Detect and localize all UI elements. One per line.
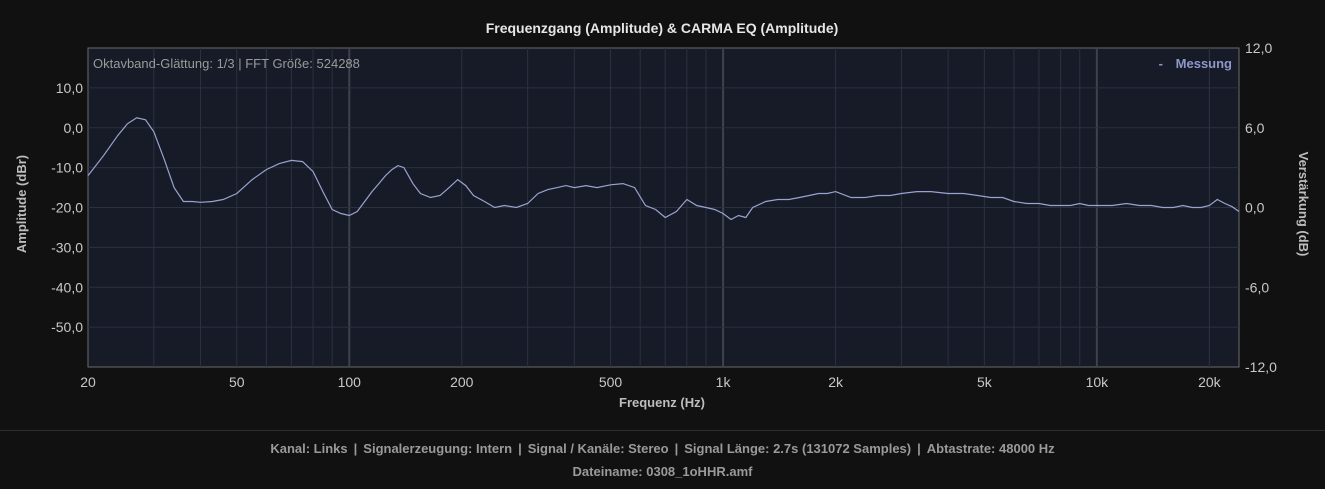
y-tick-label: -50,0 (51, 319, 83, 335)
x-axis-label: Frequenz (Hz) (619, 395, 705, 410)
legend[interactable]: - Messung (1159, 56, 1232, 71)
separator: | (917, 441, 921, 456)
channel-info: Kanal: Links (270, 441, 348, 456)
y2-tick-label: 12,0 (1245, 40, 1272, 56)
legend-item-messung[interactable]: Messung (1176, 56, 1232, 71)
grid-lines (88, 48, 1239, 367)
signal-length-info: Signal Länge: 2.7s (131072 Samples) (684, 441, 912, 456)
y-tick-label: -20,0 (51, 200, 83, 216)
info-footer: Kanal: Links | Signalerzeugung: Intern | Sig… (0, 430, 1325, 489)
y-axis-label: Amplitude (dBr) (14, 155, 29, 253)
x-tick-label: 200 (450, 374, 474, 390)
x-tick-label: 20 (80, 374, 96, 390)
x-tick-label: 2k (828, 374, 844, 390)
y2-tick-label: 0,0 (1245, 200, 1265, 216)
y2-axis-ticks: 12,0 6,0 0,0 -6,0 -12,0 (1245, 40, 1277, 375)
y2-axis-label: Verstärkung (dB) (1296, 152, 1311, 257)
x-tick-label: 500 (599, 374, 623, 390)
x-tick-label: 10k (1086, 374, 1110, 390)
y2-tick-label: -6,0 (1245, 279, 1269, 295)
x-tick-label: 1k (716, 374, 732, 390)
y2-tick-label: 6,0 (1245, 120, 1265, 136)
x-tick-label: 5k (977, 374, 993, 390)
separator: | (518, 441, 522, 456)
x-tick-label: 20k (1198, 374, 1222, 390)
x-tick-label: 100 (338, 374, 362, 390)
filename-line: Dateiname: 0308_1oHHR.amf (0, 464, 1325, 479)
separator: | (674, 441, 679, 456)
signal-channels-info: Signal / Kanäle: Stereo (527, 441, 669, 456)
filename-info: Dateiname: 0308_1oHHR.amf (572, 464, 753, 479)
legend-dash: - (1159, 56, 1163, 71)
y-tick-label: -10,0 (51, 160, 83, 176)
sample-rate-info: Abtastrate: 48000 Hz (926, 441, 1055, 456)
y-tick-label: 10,0 (56, 80, 83, 96)
signal-generation-info: Signalerzeugung: Intern (363, 441, 513, 456)
separator: | (353, 441, 358, 456)
y-tick-label: -40,0 (51, 279, 83, 295)
y2-tick-label: -12,0 (1245, 359, 1277, 375)
smoothing-annotation: Oktavband-Glättung: 1/3 | FFT Größe: 524… (93, 56, 360, 71)
y-tick-label: 0,0 (64, 120, 84, 136)
signal-info-line: Kanal: Links | Signalerzeugung: Intern | Sig… (0, 441, 1325, 456)
y-tick-label: -30,0 (51, 239, 83, 255)
chart-title: Frequenzgang (Amplitude) & CARMA EQ (Amp… (486, 20, 839, 36)
series-line-messung (87, 117, 1240, 221)
x-tick-label: 50 (229, 374, 245, 390)
x-axis-ticks: 20 50 100 200 500 1k 2k 5k 10k 20k (80, 374, 1221, 390)
frequency-response-chart: Frequenzgang (Amplitude) & CARMA EQ (Amp… (14, 20, 1311, 410)
y-axis-ticks: 10,0 0,0 -10,0 -20,0 -30,0 -40,0 -50,0 (51, 80, 83, 335)
